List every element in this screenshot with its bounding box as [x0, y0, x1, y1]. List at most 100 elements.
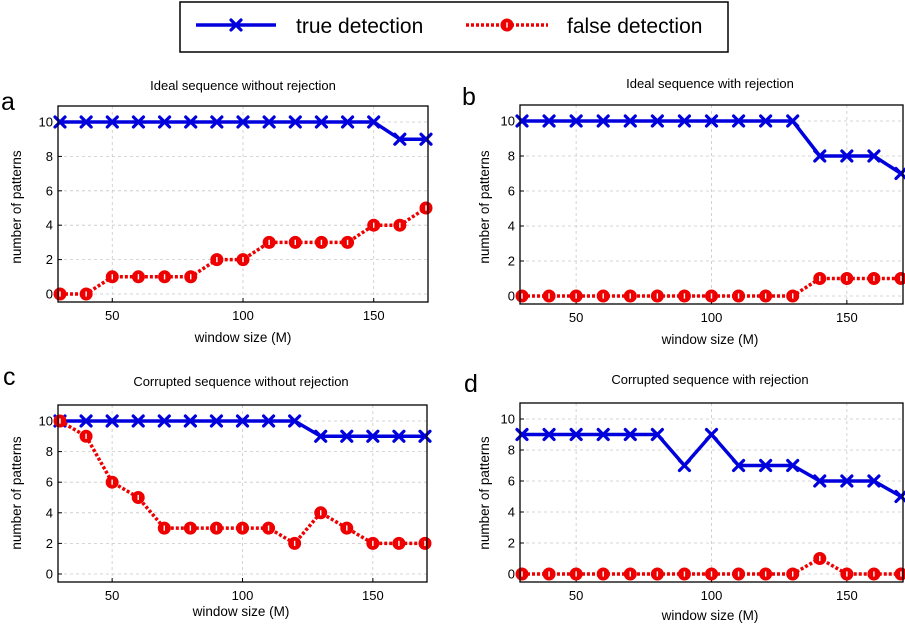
panel-a-series-true-detection [53, 115, 433, 146]
panel-c-ytick-label: 4 [46, 505, 53, 520]
panel-c-false-point [183, 521, 197, 535]
panel-b-true-point [731, 114, 746, 128]
panel-d-frame [519, 402, 904, 583]
panel-c-true-point [105, 414, 119, 428]
panel-c-true-point [340, 429, 354, 443]
panel-a-series-false-detection [53, 201, 433, 301]
legend: true detection false detection [179, 1, 729, 53]
panel-c-false-point [340, 521, 354, 535]
panel-b-ytick-label: 0 [508, 289, 515, 304]
panel-d-true-point [731, 458, 746, 473]
panel-a-ytick-label: 10 [39, 115, 53, 130]
legend-false-label: false detection [567, 15, 702, 38]
panel-c-true-point [392, 429, 406, 443]
panel-a-xtick-label: 50 [105, 308, 119, 323]
panel-d-false-line [522, 556, 901, 576]
panel-d-true-point [894, 489, 905, 504]
panel-a-false-point [341, 235, 355, 249]
legend-true-sample [196, 18, 276, 32]
panel-d-true-point [704, 427, 719, 442]
panel-c-false-point [418, 536, 432, 550]
panel-c-true-point [79, 414, 93, 428]
panel-c-true-point [261, 414, 276, 428]
panel-b-title: Ideal sequence with rejection [626, 76, 794, 91]
panel-c-ylabel: number of patterns [9, 436, 24, 550]
panel-b-true-point [515, 114, 529, 128]
panel-c-true-point [183, 414, 197, 428]
panel-a-false-point [210, 253, 224, 267]
panel-c-ytick-label: 0 [46, 567, 53, 582]
panel-d-false-point [569, 567, 583, 581]
panel-c-true-point [366, 429, 380, 443]
panel-a-ylabel: number of patterns [9, 150, 24, 264]
panel-c-frame [57, 404, 428, 583]
legend-true-marker [229, 18, 243, 32]
panel-a-false-line [60, 206, 427, 296]
panel-a-true-point [53, 115, 67, 129]
panel-c-false-point [314, 506, 328, 520]
panel-b-true-point [840, 149, 854, 163]
panel-c-false-point [209, 521, 223, 535]
panel-a-true-point [184, 115, 198, 129]
panel-d-true-point [515, 427, 529, 442]
panel-d-false-point [623, 567, 637, 581]
panel-a-false-point [105, 270, 119, 284]
panel-d-ytick-label: 2 [508, 536, 515, 551]
panel-d-series-true-detection [515, 427, 905, 504]
legend-false-sample [466, 18, 548, 32]
panel-c-false-point [105, 475, 119, 489]
panel-b-false-point [596, 289, 610, 303]
panel-a-true-point [210, 115, 224, 129]
panel-d-false-point [542, 567, 556, 581]
panel-c-false-point [262, 521, 276, 535]
panel-b-true-point [786, 114, 800, 128]
panel-c-false-point [236, 521, 249, 535]
panel-a-false-point [184, 270, 198, 284]
panel-b-true-point [623, 114, 637, 128]
panel-c-true-point [131, 414, 145, 428]
panel-a-xtick-label: 150 [363, 308, 385, 323]
panel-c-true-point [418, 429, 432, 443]
panel-a-plot-area [58, 106, 428, 302]
panel-d-false-point [515, 567, 529, 581]
panel-b-false-point [813, 272, 827, 285]
panel-b-true-point [813, 149, 827, 163]
panel-c-series-false-detection [53, 414, 432, 550]
panel-b-series-true-detection [515, 114, 905, 181]
panel-d-true-point [650, 427, 664, 442]
panel-a-true-point [314, 115, 329, 129]
panel-b-ytick-label: 10 [501, 114, 515, 129]
panel-b-xtick-label: 50 [569, 310, 583, 325]
panel-letter-a: a [1, 88, 15, 116]
panel-c-xlabel: window size (M) [192, 604, 290, 619]
panel-a-false-point [158, 270, 172, 284]
panel-c-title: Corrupted sequence without rejection [133, 374, 348, 389]
panel-b-xtick-label: 100 [701, 310, 723, 325]
panel-a-true-point [288, 115, 302, 129]
panel-a-xtick-label: 100 [232, 308, 254, 323]
panel-b-xtick-label: 150 [836, 310, 858, 325]
panel-d-false-point [786, 567, 800, 581]
panel-a-false-point [367, 218, 381, 232]
panel-c-ytick-label: 2 [46, 536, 53, 551]
panel-c-false-point [79, 429, 93, 443]
panel-b-true-point [650, 114, 664, 128]
panel-a-xlabel: window size (M) [194, 330, 292, 345]
panel-d-false-point [867, 567, 881, 581]
panel-c-true-point [157, 414, 171, 428]
panel-b-false-point [867, 272, 881, 285]
panel-d-ytick-label: 6 [508, 474, 515, 489]
panel-c-false-point [288, 536, 302, 550]
panel-d-xtick-label: 50 [569, 588, 583, 603]
panel-b-true-point [759, 114, 773, 128]
panel-b-true-point [569, 114, 583, 128]
panel-c-ytick-label: 6 [46, 475, 53, 490]
panel-b-false-point [786, 289, 800, 303]
panel-d-true-point [623, 427, 637, 442]
panel-a-true-point [105, 115, 119, 129]
panel-a-ytick-label: 0 [46, 287, 53, 302]
panel-d-false-point [596, 567, 610, 581]
legend-true-label: true detection [296, 15, 423, 38]
panel-c-true-point [209, 414, 224, 428]
